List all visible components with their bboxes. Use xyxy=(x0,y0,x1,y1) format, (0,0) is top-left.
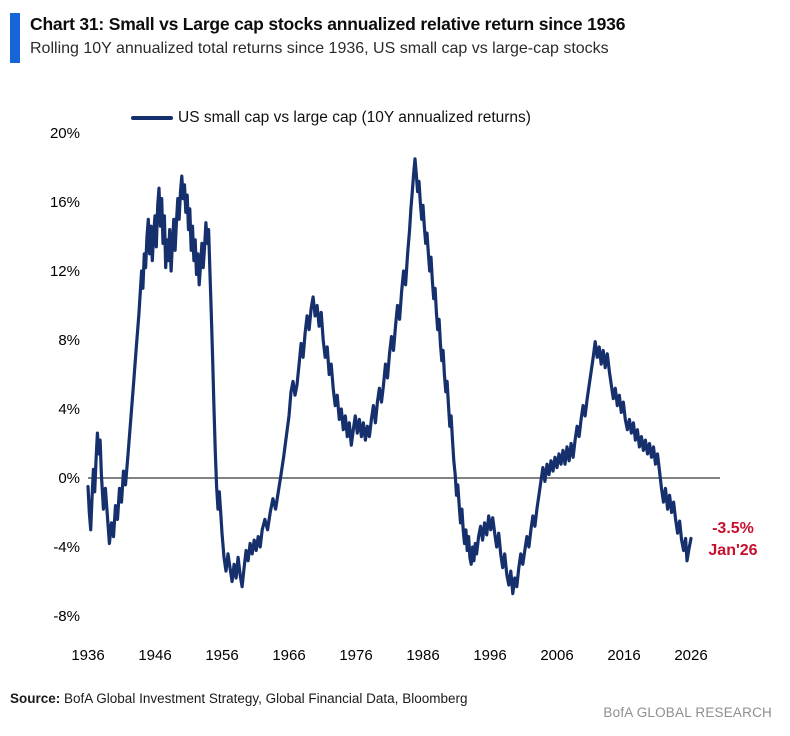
chart-title: Chart 31: Small vs Large cap stocks annu… xyxy=(30,14,626,34)
x-tick-label: 1956 xyxy=(205,647,238,664)
y-tick-label: 8% xyxy=(58,332,80,349)
x-tick-label: 2016 xyxy=(607,647,640,664)
legend-label: US small cap vs large cap (10Y annualize… xyxy=(178,109,531,126)
x-tick-label: 1996 xyxy=(473,647,506,664)
last-value-date: Jan'26 xyxy=(708,542,758,559)
title-accent-bar xyxy=(10,13,20,63)
x-tick-label: 2006 xyxy=(540,647,573,664)
x-tick-label: 1966 xyxy=(272,647,305,664)
chart-subtitle: Rolling 10Y annualized total returns sin… xyxy=(30,40,609,57)
y-tick-label: 20% xyxy=(50,125,80,142)
y-tick-label: -4% xyxy=(53,539,80,556)
y-tick-label: 12% xyxy=(50,263,80,280)
chart-header: Chart 31: Small vs Large cap stocks annu… xyxy=(30,12,770,60)
y-tick-label: 16% xyxy=(50,194,80,211)
x-tick-label: 2026 xyxy=(674,647,707,664)
source-label: Source: xyxy=(10,691,61,706)
source-text: BofA Global Investment Strategy, Global … xyxy=(60,691,468,706)
series-line xyxy=(86,157,693,596)
y-tick-label: 4% xyxy=(58,401,80,418)
x-tick-label: 1936 xyxy=(71,647,104,664)
x-tick-label: 1986 xyxy=(406,647,439,664)
x-tick-label: 1946 xyxy=(138,647,171,664)
source-line: Source: BofA Global Investment Strategy,… xyxy=(10,691,467,706)
bofa-global-research-brand: BofA GLOBAL RESEARCH xyxy=(603,705,772,720)
y-tick-label: -8% xyxy=(53,608,80,625)
legend-line-swatch xyxy=(131,116,173,120)
last-value-percent: -3.5% xyxy=(712,520,754,537)
chart-legend: US small cap vs large cap (10Y annualize… xyxy=(131,109,531,127)
y-tick-label: 0% xyxy=(58,470,80,487)
x-tick-label: 1976 xyxy=(339,647,372,664)
last-value-annotation: -3.5% Jan'26 xyxy=(698,518,768,562)
